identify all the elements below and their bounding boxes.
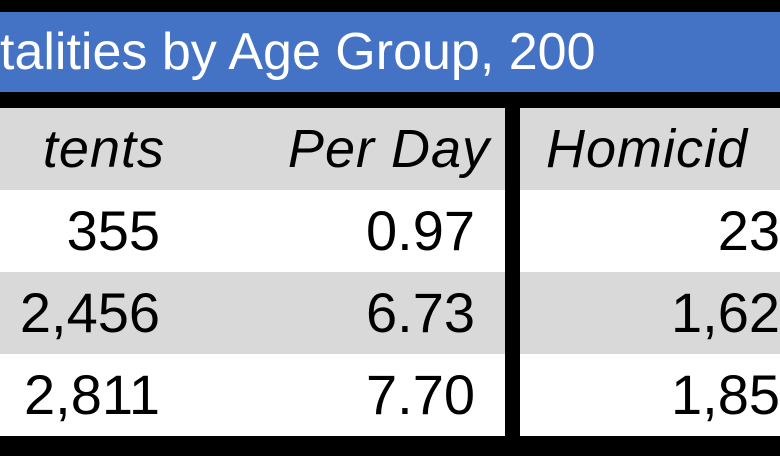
table-cell: 355 bbox=[66, 199, 160, 262]
table-cell: 6.73 bbox=[366, 281, 475, 344]
table-row: 2,811 7.70 bbox=[0, 354, 505, 436]
table-row: 1,85 bbox=[520, 354, 780, 436]
left-panel: tents Per Day 355 0.97 2,456 6.73 2,811 … bbox=[0, 108, 505, 436]
table-row: 2,456 6.73 bbox=[0, 272, 505, 354]
table-cell: 1,62 bbox=[671, 281, 780, 344]
header-row: tents Per Day bbox=[0, 108, 505, 190]
table-cell: 2,456 bbox=[19, 281, 160, 344]
column-header: Per Day bbox=[287, 119, 490, 179]
title-bar bbox=[0, 12, 780, 92]
table-cell: 1,85 bbox=[671, 363, 780, 426]
column-header: Homicid bbox=[546, 119, 749, 179]
table-row: 23 bbox=[520, 190, 780, 272]
table-row: 1,62 bbox=[520, 272, 780, 354]
table-cell: 7.70 bbox=[366, 363, 475, 426]
table-cell: 0.97 bbox=[366, 199, 475, 262]
table-cell: 23 bbox=[717, 199, 780, 262]
table-row: 355 0.97 bbox=[0, 190, 505, 272]
right-panel: Homicid 23 1,62 1,85 bbox=[520, 108, 780, 436]
header-row: Homicid bbox=[520, 108, 780, 190]
column-header: tents bbox=[42, 119, 165, 179]
table-title: talities by Age Group, 200 bbox=[0, 23, 596, 81]
table-cell: 2,811 bbox=[24, 363, 160, 426]
